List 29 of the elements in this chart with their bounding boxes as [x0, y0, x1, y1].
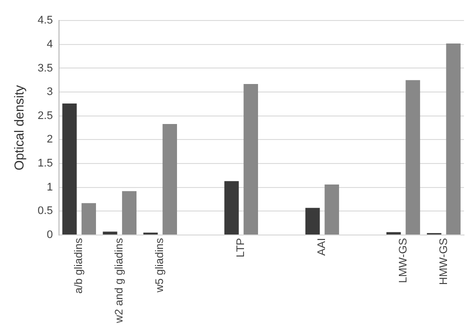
x-tick-label: w2 and g gliadins: [114, 238, 126, 324]
bar: [162, 124, 178, 234]
x-tick-label: a/b gliadins: [73, 238, 86, 294]
bar: [446, 43, 461, 234]
bar: [224, 181, 239, 234]
y-tick-label: 0: [46, 229, 53, 242]
x-tick-label: w5 gliadins: [154, 238, 166, 294]
bar: [324, 184, 340, 234]
y-tick-label: 3.5: [38, 62, 53, 74]
x-tick-label: AAI: [316, 238, 328, 256]
y-tick-label: 1: [46, 181, 53, 194]
bar: [406, 80, 420, 234]
y-tick-label: 1.5: [38, 158, 53, 170]
y-tick-label: 4: [46, 38, 53, 50]
y-tick-label: 3: [46, 86, 53, 98]
bar: [244, 84, 258, 234]
x-tick-label: LMW-GS: [397, 238, 410, 284]
y-tick-label: 2: [46, 134, 53, 146]
bar: [102, 232, 118, 234]
y-tick-label: 0.5: [38, 205, 53, 218]
x-tick-label: LTP: [235, 238, 248, 258]
y-tick-label: 4.5: [38, 14, 53, 27]
bar: [122, 191, 136, 234]
bar: [82, 203, 96, 234]
bar: [62, 104, 77, 234]
y-tick-label: 2.5: [38, 110, 53, 122]
y-axis-title: Optical density: [11, 84, 26, 170]
bar: [305, 208, 320, 234]
x-tick-label: HMW-GS: [438, 238, 450, 285]
